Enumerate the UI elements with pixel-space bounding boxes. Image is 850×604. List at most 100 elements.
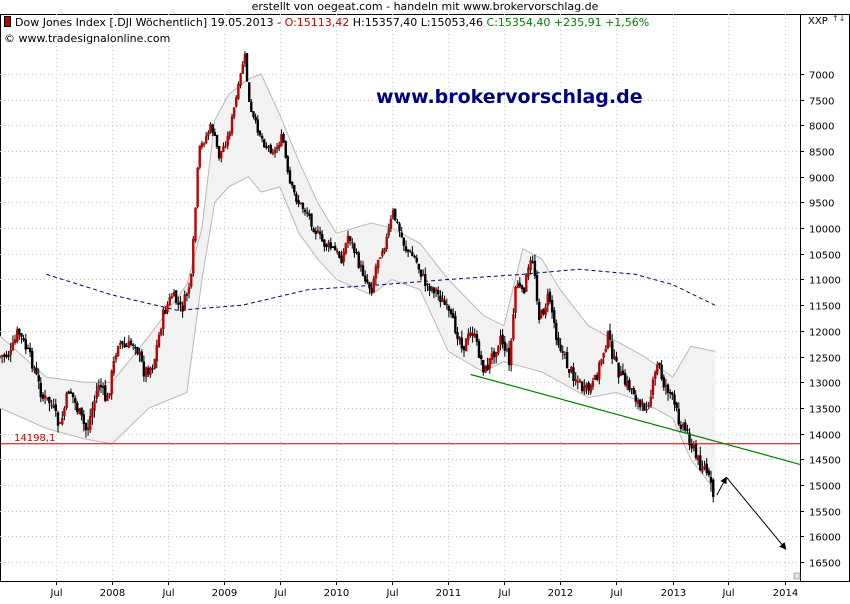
candle-body bbox=[114, 355, 118, 360]
candle-body bbox=[250, 101, 253, 112]
candle-body bbox=[520, 285, 524, 289]
candle-body bbox=[260, 135, 264, 139]
candle-body bbox=[574, 379, 577, 382]
candle-body bbox=[189, 274, 193, 287]
candle-body bbox=[63, 408, 66, 417]
candle-body bbox=[679, 424, 683, 429]
candle-body bbox=[677, 408, 680, 425]
candle-body bbox=[503, 341, 506, 351]
bollinger-upper-line bbox=[0, 73, 716, 383]
candle-body bbox=[46, 397, 49, 399]
candle-body bbox=[194, 207, 197, 241]
candle-body bbox=[209, 123, 212, 133]
candle-body bbox=[694, 444, 698, 458]
candle-body bbox=[84, 423, 88, 431]
candle-body bbox=[220, 150, 223, 159]
candle-body bbox=[162, 309, 165, 330]
candle-body bbox=[101, 386, 105, 388]
candle-body bbox=[555, 323, 558, 341]
candle-body bbox=[252, 111, 255, 118]
candle-body bbox=[71, 392, 75, 398]
candle-body bbox=[445, 303, 448, 306]
candle-body bbox=[20, 333, 23, 337]
candle-body bbox=[185, 294, 189, 296]
candle-body bbox=[701, 468, 704, 472]
time-tick-label: Jul bbox=[49, 588, 62, 599]
candle-body bbox=[52, 406, 55, 408]
candle-body bbox=[308, 213, 311, 216]
candle-body bbox=[325, 244, 328, 248]
candle-body bbox=[383, 248, 386, 253]
candle-body bbox=[65, 393, 68, 408]
time-tick-label: 2009 bbox=[212, 588, 237, 599]
candle-body bbox=[99, 384, 103, 388]
price-tick-label: 10500 bbox=[809, 251, 841, 262]
candle-body bbox=[576, 381, 579, 383]
candle-body bbox=[469, 332, 472, 336]
candle-body bbox=[499, 335, 502, 346]
candle-body bbox=[696, 455, 700, 461]
candle-body bbox=[217, 145, 221, 159]
candle-body bbox=[174, 290, 178, 303]
candle-body bbox=[559, 344, 562, 351]
candle-body bbox=[364, 275, 367, 282]
candle-body bbox=[398, 223, 401, 232]
candle-body bbox=[177, 303, 180, 305]
candle-body bbox=[598, 362, 601, 380]
candle-body bbox=[486, 364, 489, 371]
candle-body bbox=[376, 259, 380, 269]
candle-body bbox=[654, 372, 657, 379]
series-header: Dow Jones Index [.DJI Wöchentlich] 19.05… bbox=[4, 16, 649, 30]
candle-body bbox=[138, 352, 141, 355]
candle-body bbox=[692, 445, 695, 449]
candle-body bbox=[192, 238, 195, 274]
candle-body bbox=[39, 382, 42, 398]
candle-body bbox=[106, 395, 109, 402]
price-tick-label: 12000 bbox=[809, 328, 841, 339]
candle-body bbox=[110, 371, 113, 395]
candle-body bbox=[151, 368, 154, 370]
candle-body bbox=[228, 132, 232, 137]
candle-body bbox=[634, 395, 637, 402]
candle-body bbox=[48, 397, 51, 404]
candle-body bbox=[621, 370, 625, 376]
candle-body bbox=[61, 418, 64, 425]
candle-body bbox=[310, 213, 313, 227]
candle-body bbox=[164, 309, 167, 314]
candle-body bbox=[684, 422, 687, 431]
candle-body bbox=[119, 343, 122, 346]
forecast-arrow bbox=[716, 476, 727, 496]
time-tick-label: Jul bbox=[385, 588, 398, 599]
candle-body bbox=[237, 83, 240, 99]
candle-body bbox=[159, 329, 163, 335]
candle-body bbox=[157, 335, 161, 348]
candle-body bbox=[426, 283, 429, 286]
bollinger-band-fill bbox=[0, 74, 715, 491]
price-tick-label: 15000 bbox=[809, 482, 841, 493]
candle-body bbox=[149, 367, 152, 375]
open-value: O:15113,42 bbox=[284, 16, 350, 29]
candle-body bbox=[366, 279, 369, 283]
candle-body bbox=[196, 167, 199, 207]
price-tick-label: 9500 bbox=[809, 199, 834, 210]
candle-body bbox=[37, 375, 40, 382]
candle-body bbox=[563, 353, 567, 356]
candle-body bbox=[372, 278, 375, 293]
candle-body bbox=[447, 305, 451, 312]
candle-body bbox=[379, 257, 382, 260]
scale-toggle-icon[interactable]: ↑↓ bbox=[832, 14, 846, 23]
candle-body bbox=[13, 339, 17, 343]
candle-body bbox=[538, 301, 541, 321]
candle-body bbox=[288, 170, 292, 184]
candle-body bbox=[666, 384, 670, 393]
resize-grip-icon[interactable] bbox=[793, 572, 801, 580]
chart-credit: erstellt von oegeat.com - handeln mit ww… bbox=[251, 0, 599, 13]
price-tick-label: 15500 bbox=[809, 508, 841, 519]
candle-body bbox=[333, 245, 337, 251]
candle-body bbox=[636, 400, 640, 404]
candle-body bbox=[344, 243, 347, 254]
candle-body bbox=[321, 234, 324, 242]
candle-body bbox=[411, 252, 414, 257]
candle-body bbox=[28, 347, 32, 353]
candle-body bbox=[316, 230, 320, 233]
